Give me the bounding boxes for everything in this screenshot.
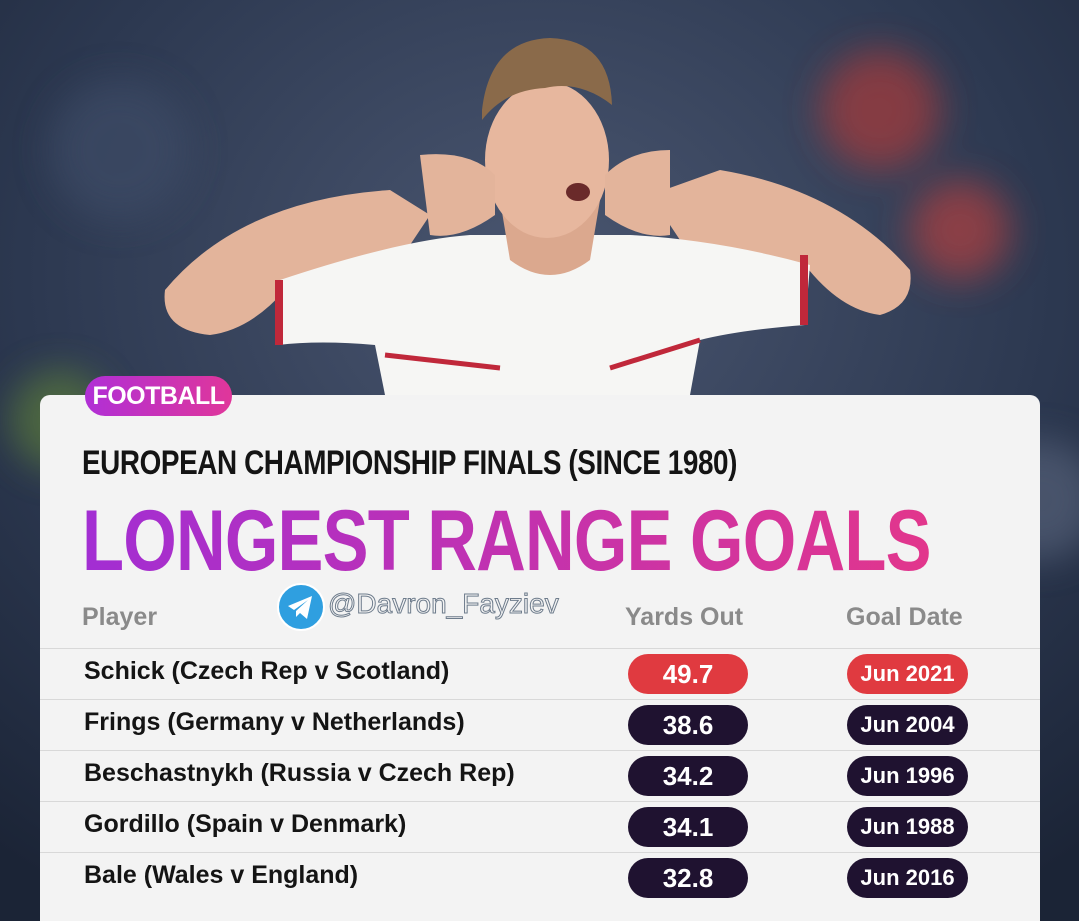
watermark: @Davron_Fayziev (328, 588, 560, 620)
date-cell: Jun 2021 (847, 654, 968, 694)
yards-cell: 38.6 (628, 705, 748, 745)
yards-cell: 49.7 (628, 654, 748, 694)
player-cell: Frings (Germany v Netherlands) (84, 708, 465, 736)
player-cell: Gordillo (Spain v Denmark) (84, 810, 407, 838)
telegram-icon (277, 583, 325, 631)
table-row: Schick (Czech Rep v Scotland) 49.7 Jun 202… (40, 648, 1040, 700)
subtitle: EUROPEAN CHAMPIONSHIP FINALS (SINCE 1980… (82, 444, 738, 482)
yards-cell: 34.1 (628, 807, 748, 847)
column-header: Yards Out (625, 603, 744, 631)
yards-cell: 32.8 (628, 858, 748, 898)
player-cell: Schick (Czech Rep v Scotland) (84, 657, 450, 685)
column-header: Player (82, 603, 158, 631)
date-cell: Jun 1988 (847, 807, 968, 847)
title: LONGEST RANGE GOALS (82, 493, 931, 589)
player-cell: Bale (Wales v England) (84, 861, 359, 889)
date-cell: Jun 1996 (847, 756, 968, 796)
table-row: Bale (Wales v England) 32.8 Jun 2016 (40, 852, 1040, 904)
table-row: Beschastnykh (Russia v Czech Rep) 34.2 Jun… (40, 750, 1040, 802)
table-row: Frings (Germany v Netherlands) 38.6 Jun 20… (40, 699, 1040, 751)
table-row: Gordillo (Spain v Denmark) 34.1 Jun 1988 (40, 801, 1040, 853)
date-cell: Jun 2004 (847, 705, 968, 745)
date-cell: Jun 2016 (847, 858, 968, 898)
player-cell: Beschastnykh (Russia v Czech Rep) (84, 759, 515, 787)
category-tag: FOOTBALL (85, 376, 232, 416)
yards-cell: 34.2 (628, 756, 748, 796)
column-header: Goal Date (846, 603, 963, 631)
